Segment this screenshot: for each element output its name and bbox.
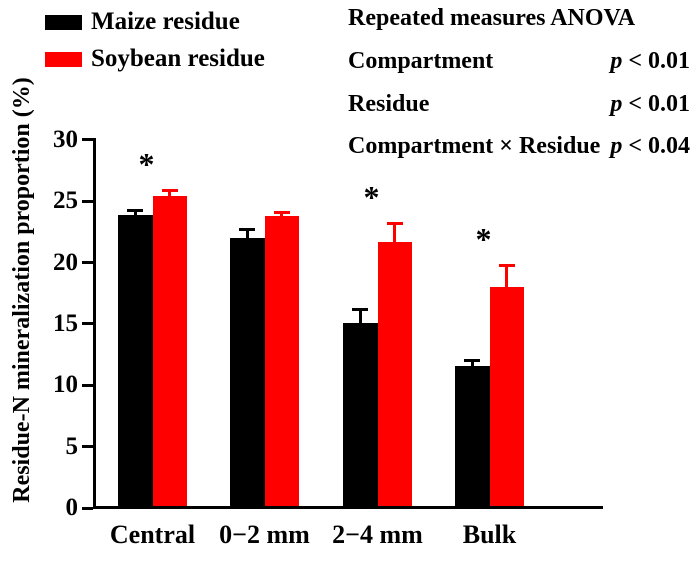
y-tick (82, 138, 93, 142)
y-tick (82, 261, 93, 265)
y-tick-label: 5 (65, 432, 79, 460)
soybean-color-swatch-icon (45, 51, 82, 67)
y-tick (82, 506, 93, 510)
x-tick-label: 2−4 mm (332, 520, 423, 549)
error-bar-cap (498, 264, 515, 268)
y-tick-label: 20 (53, 248, 78, 276)
error-bar-cap (239, 228, 256, 232)
error-bar (358, 309, 362, 325)
anova-p-value: p < 0.01 (610, 91, 690, 117)
significance-asterisk: * (138, 146, 155, 183)
significance-asterisk: * (363, 179, 380, 216)
error-bar (133, 209, 137, 217)
x-tick-label: Central (109, 520, 196, 549)
y-tick-label: 15 (53, 309, 78, 337)
y-tick (82, 383, 93, 387)
legend-label-maize: Maize residue (91, 8, 240, 35)
error-bar (280, 212, 284, 218)
error-bar-cap (464, 358, 481, 362)
legend-label-soybean: Soybean residue (91, 45, 265, 72)
y-tick (82, 199, 93, 203)
legend-item-soybean: Soybean residue (45, 46, 265, 72)
significance-asterisk: * (475, 221, 492, 258)
error-bar (393, 223, 397, 244)
error-bar-cap (386, 222, 403, 226)
error-bar-cap (352, 308, 369, 312)
error-bar-cap (273, 211, 290, 215)
x-axis-line (93, 506, 603, 509)
error-bar-cap (127, 208, 144, 212)
anova-title: Repeated measures ANOVA (348, 5, 636, 31)
anova-p-value: p < 0.04 (610, 133, 690, 159)
bar (264, 215, 299, 508)
bar (118, 214, 153, 508)
x-tick-label: Bulk (462, 520, 517, 549)
anova-p-value: p < 0.01 (610, 48, 690, 74)
error-bar-cap (161, 189, 178, 193)
maize-color-swatch-icon (45, 14, 82, 30)
y-tick (82, 445, 93, 449)
error-bar (245, 229, 249, 241)
y-tick-label: 0 (65, 494, 79, 521)
bar (455, 365, 490, 508)
anova-row-label: Compartment × Residue (348, 133, 601, 159)
error-bar (168, 190, 172, 199)
bar (377, 241, 412, 508)
bar (230, 238, 265, 508)
y-tick (82, 322, 93, 326)
y-tick-label: 25 (53, 187, 78, 215)
error-bar (470, 359, 474, 368)
bar (343, 322, 378, 508)
bar (489, 287, 524, 508)
x-tick-label: 0−2 mm (219, 520, 310, 549)
y-axis-line (93, 138, 96, 509)
anova-row-residue: Residue p < 0.01 (348, 91, 690, 118)
y-tick-label: 10 (53, 371, 78, 399)
y-tick-label: 30 (53, 125, 78, 153)
anova-row-interaction: Compartment × Residue p < 0.04 (348, 133, 690, 160)
bar (152, 196, 187, 508)
anova-row-label: Compartment (348, 48, 494, 74)
error-bar (505, 265, 509, 290)
anova-row-label: Residue (348, 91, 430, 117)
anova-row-compartment: Compartment p < 0.01 (348, 48, 690, 75)
legend-item-maize: Maize residue (45, 9, 240, 35)
